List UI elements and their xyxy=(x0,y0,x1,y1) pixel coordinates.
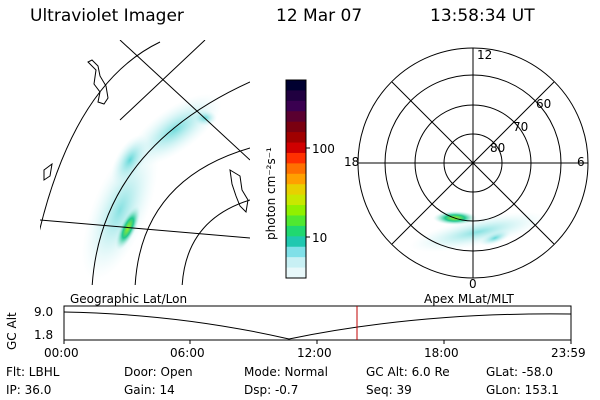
colorbar-swatch xyxy=(286,163,306,175)
alt-tick-1-8: 1.8 xyxy=(34,328,54,342)
status-filter: Flt: LBHL xyxy=(6,365,60,379)
colorbar-swatch xyxy=(286,173,306,185)
colorbar-swatch xyxy=(286,225,306,237)
aurora-emission-geo xyxy=(81,93,222,281)
colorbar xyxy=(286,80,306,279)
colorbar-swatch xyxy=(286,90,306,102)
geographic-map xyxy=(40,40,250,285)
colorbar-swatch xyxy=(286,205,306,217)
colorbar-tick-10: 10 xyxy=(312,231,328,245)
status-mode: Mode: Normal xyxy=(244,365,328,379)
colorbar-swatch xyxy=(286,80,306,92)
mlat-label-80: 80 xyxy=(490,141,506,155)
mlat-label-70: 70 xyxy=(513,120,529,134)
colorbar-swatch xyxy=(286,152,306,164)
x-tick-1200: 12:00 xyxy=(297,346,332,360)
status-glon: GLon: 153.1 xyxy=(486,383,559,397)
altitude-plot xyxy=(63,305,572,344)
colorbar-swatch xyxy=(286,267,306,279)
alt-plot-ylabel: GC Alt xyxy=(5,312,19,350)
date-readout: 12 Mar 07 xyxy=(276,6,363,26)
geo-grid xyxy=(40,40,250,285)
colorbar-swatch xyxy=(286,215,306,227)
status-seq: Seq: 39 xyxy=(366,383,412,397)
status-gc-alt: GC Alt: 6.0 Re xyxy=(366,365,450,379)
status-dsp: Dsp: -0.7 xyxy=(244,383,299,397)
geo-map-label: Geographic Lat/Lon xyxy=(70,292,188,306)
mlat-label-60: 60 xyxy=(536,97,552,111)
x-tick-1800: 18:00 xyxy=(424,346,459,360)
polar-map xyxy=(357,47,589,279)
colorbar-swatch xyxy=(286,257,306,269)
x-tick-2359: 23:59 xyxy=(551,346,586,360)
status-gain: Gain: 14 xyxy=(124,383,175,397)
coastlines xyxy=(43,59,249,214)
colorbar-swatch xyxy=(286,132,306,144)
colorbar-swatch xyxy=(286,111,306,123)
status-door: Door: Open xyxy=(124,365,193,379)
mlt-label-0: 0 xyxy=(469,277,477,291)
polar-map-label: Apex MLat/MLT xyxy=(424,292,514,306)
mlt-label-12: 12 xyxy=(477,48,493,62)
colorbar-label: photon cm⁻²s⁻¹ xyxy=(264,147,278,240)
status-ip: IP: 36.0 xyxy=(6,383,52,397)
mlt-label-18: 18 xyxy=(344,155,360,169)
colorbar-swatch xyxy=(286,194,306,206)
colorbar-swatch xyxy=(286,236,306,248)
x-tick-0600: 06:00 xyxy=(170,346,205,360)
mlt-label-6: 6 xyxy=(577,155,585,169)
colorbar-swatch xyxy=(286,100,306,112)
status-glat: GLat: -58.0 xyxy=(486,365,553,379)
app-title: Ultraviolet Imager xyxy=(30,6,184,26)
colorbar-tick-100: 100 xyxy=(312,142,335,156)
x-tick-0000: 00:00 xyxy=(44,346,79,360)
time-readout: 13:58:34 UT xyxy=(430,6,535,26)
colorbar-swatch xyxy=(286,246,306,258)
alt-tick-9-0: 9.0 xyxy=(34,305,54,319)
colorbar-swatch xyxy=(286,121,306,133)
colorbar-swatch xyxy=(286,184,306,196)
colorbar-swatch xyxy=(286,142,306,154)
